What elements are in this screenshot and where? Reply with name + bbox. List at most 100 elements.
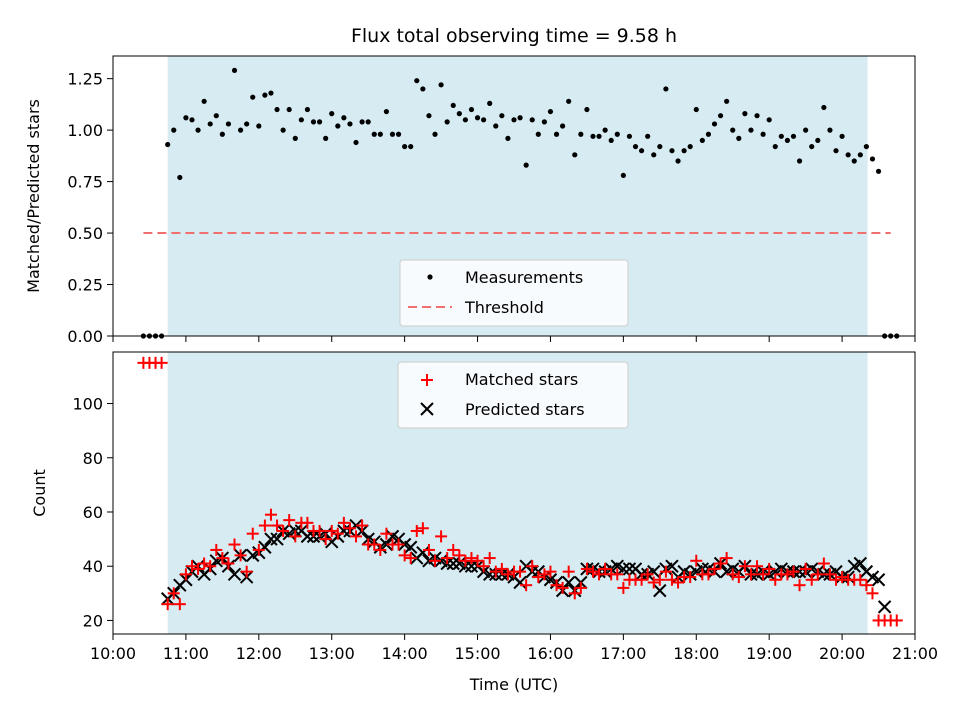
matched-star-point [264,508,277,521]
measurement-point [645,133,651,139]
matched-star-point [830,573,843,586]
measurement-point [426,113,432,119]
matched-star-point [319,533,332,546]
x-tick-label: 17:00 [600,644,646,663]
measurement-point [711,121,718,127]
predicted-star-stroke [452,556,467,571]
measurement-point [462,117,468,123]
measurement-point [499,113,505,119]
measurement-point [219,131,225,137]
top-legend-box [399,259,629,327]
matched-star-point [277,524,290,537]
matched-star-point [823,568,836,581]
bottom-y-tick-label: 40 [83,557,103,576]
predicted-star-stroke [543,573,558,587]
measurement-point [705,131,712,137]
x-tick-label: 16:00 [527,644,573,663]
measurement-point [225,121,232,127]
matched-star-point [532,571,545,584]
measurement-point [590,133,596,139]
matched-star-point [501,568,514,581]
predicted-star-stroke [871,573,886,587]
top-x-ticks [112,336,916,342]
predicted-star-point [227,567,242,582]
predicted-star-point [877,600,892,614]
matched-star-point [246,527,259,540]
matched-star-point [368,538,381,551]
matched-star-point [416,522,429,535]
measurement-point [207,121,213,127]
matched-star-point [331,527,344,540]
predicted-star-stroke [446,556,460,571]
legend-threshold-label: Threshold [464,298,544,317]
matched-star-point [441,552,454,565]
matched-star-point [817,557,830,570]
measurement-point [809,143,815,150]
predicted-star-point [258,540,272,554]
measurement-point [383,108,390,115]
matched-star-point [550,579,563,592]
measurement-point [748,127,754,133]
matched-star-point [410,524,423,537]
measurement-point [250,94,256,100]
predicted-star-point [616,562,631,576]
predicted-star-point [665,559,679,573]
measurement-point [572,152,578,158]
measurement-point [833,148,839,154]
measurement-point [213,113,219,119]
matched-star-point [744,568,757,581]
matched-star-point [325,524,338,537]
measurement-point [529,117,535,123]
predicted-star-stroke [264,532,278,546]
measurement-point [821,104,827,111]
measurement-point [578,131,584,137]
matched-star-point [690,554,703,567]
measurement-point [778,133,784,139]
measurement-point [699,137,705,144]
predicted-star-stroke [482,567,497,582]
legend-measurements-marker [427,274,433,280]
measurement-point [553,131,560,137]
predicted-star-point [446,556,460,571]
matched-star-point [429,554,442,567]
predicted-star-stroke [610,559,624,573]
measurement-point [298,117,304,123]
top-axes-frame [112,55,916,337]
x-axis-label: Time (UTC) [469,675,558,694]
matched-star-point [781,568,794,581]
measurement-point [626,133,633,139]
predicted-star-stroke [464,559,479,573]
measurement-point [596,133,602,139]
matched-star-point [222,557,235,570]
measurement-point [323,135,329,141]
matched-star-point [854,573,867,586]
measurement-point [487,100,493,106]
matched-star-point [538,568,551,581]
measurement-point [875,168,882,174]
measurement-point [632,143,639,150]
measurement-point [754,113,760,119]
measurement-point [329,111,335,117]
measurement-point [651,152,657,158]
predicted-star-point [792,564,807,579]
measurement-point [614,131,620,137]
matched-star-point [836,571,849,584]
top-y-ticks: 0.00 0.25 0.50 0.75 1.00 1.25 [67,70,113,346]
legend-predicted-label: Predicted stars [465,400,585,419]
matched-star-point [198,557,211,570]
matched-star-point [672,576,685,589]
measurement-point [450,102,456,109]
predicted-star-stroke [434,554,448,568]
measurement-point [724,98,730,104]
measurement-point [857,152,863,158]
measurement-point [456,111,462,117]
matched-star-point [404,552,417,565]
measurement-point [347,121,353,127]
measurement-point [730,127,736,133]
predicted-star-point [379,537,394,552]
matched-star-point [380,527,393,540]
matched-star-point [763,562,776,575]
measurement-point [268,90,274,96]
matched-star-point [216,552,229,565]
measurement-point [237,127,244,133]
